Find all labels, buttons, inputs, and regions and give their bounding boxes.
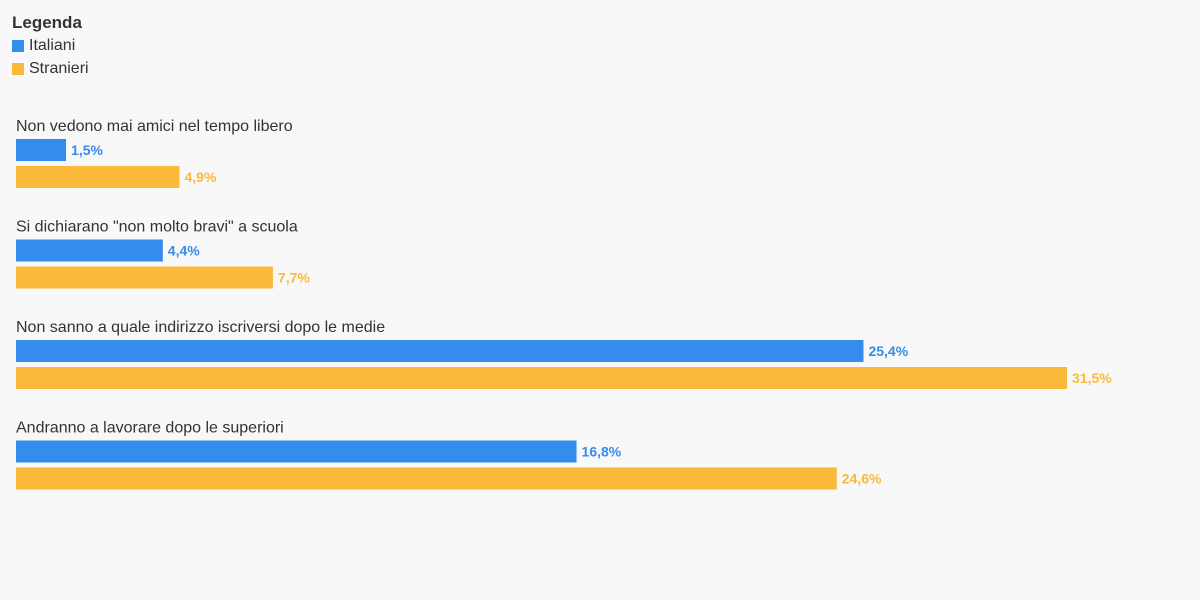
category-label-4: Andranno a lavorare dopo le superiori — [16, 420, 284, 437]
legend: Legenda Italiani Stranieri — [12, 12, 89, 80]
value-label-stranieri-1: 4,9% — [184, 169, 216, 185]
bar-stranieri-4 — [16, 467, 837, 490]
legend-item-italiani: Italiani — [12, 34, 89, 57]
legend-item-stranieri: Stranieri — [12, 57, 89, 80]
category-label-3: Non sanno a quale indirizzo iscriversi d… — [16, 319, 385, 336]
category-label-2: Si dichiarano "non molto bravi" a scuola — [16, 219, 298, 236]
bar-stranieri-1 — [16, 166, 180, 188]
legend-label-italiani: Italiani — [29, 36, 76, 54]
value-label-italiani-1: 1,5% — [71, 142, 103, 158]
bar-stranieri-3 — [16, 367, 1067, 389]
bar-italiani-4 — [16, 440, 577, 463]
value-label-italiani-4: 16,8% — [582, 444, 622, 460]
bar-italiani-2 — [16, 239, 163, 262]
value-label-stranieri-2: 7,7% — [278, 270, 310, 286]
value-label-stranieri-4: 24,6% — [842, 471, 882, 487]
bar-stranieri-2 — [16, 266, 273, 289]
category-label-1: Non vedono mai amici nel tempo libero — [16, 118, 293, 135]
value-label-stranieri-3: 31,5% — [1072, 370, 1112, 386]
value-label-italiani-2: 4,4% — [168, 243, 200, 259]
value-label-italiani-3: 25,4% — [868, 343, 908, 359]
bar-italiani-1 — [16, 139, 67, 161]
legend-swatch-italiani — [12, 39, 24, 52]
legend-title: Legenda — [12, 13, 82, 32]
bar-italiani-3 — [16, 340, 864, 362]
legend-swatch-stranieri — [12, 62, 24, 75]
legend-label-stranieri: Stranieri — [29, 59, 89, 77]
